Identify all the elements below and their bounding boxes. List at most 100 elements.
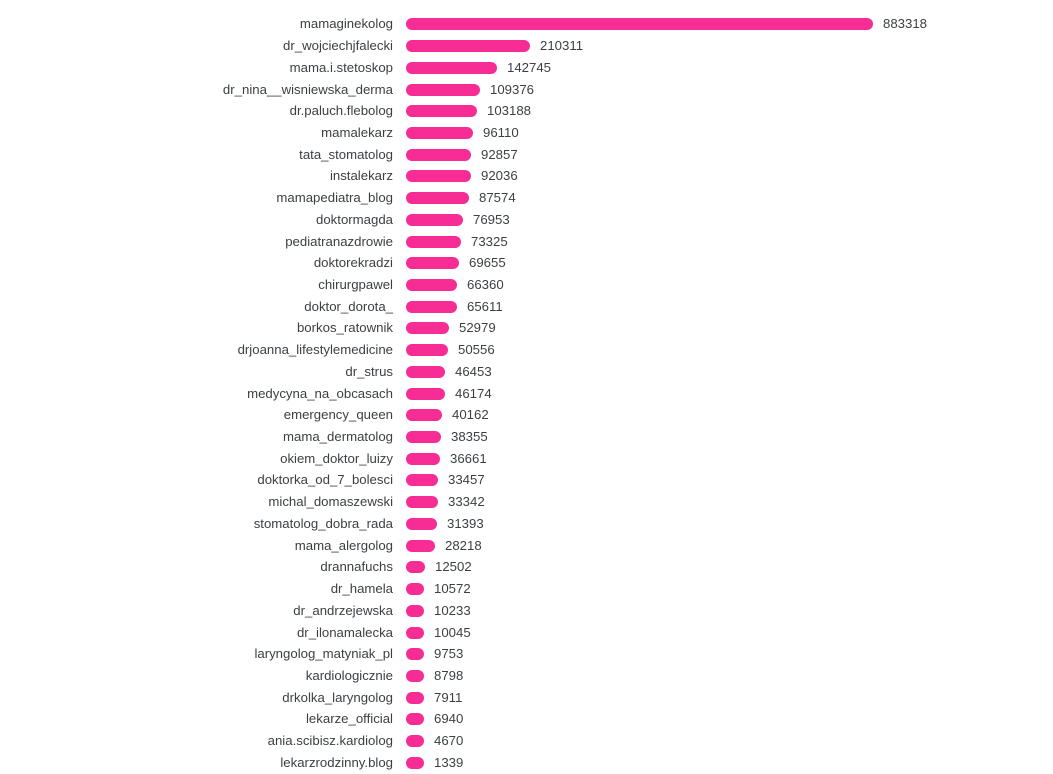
bar-fill (406, 322, 449, 335)
bar-category-label: michal_domaszewski (268, 494, 393, 510)
bar-track: 142745 (406, 57, 551, 79)
bar-fill (406, 300, 457, 313)
bar-fill (406, 344, 448, 357)
bar-category-label: instalekarz (329, 168, 393, 184)
bar-value-label: 69655 (469, 255, 506, 271)
bar-value-label: 76953 (473, 211, 510, 227)
bar-category-label: dr.paluch.flebolog (289, 103, 393, 119)
bar-track: 109376 (406, 79, 534, 101)
bar-value-label: 12502 (435, 559, 472, 575)
bar-fill (406, 235, 461, 248)
bar-fill (406, 735, 424, 748)
bar-value-label: 33342 (448, 494, 485, 510)
bar-category-label: doktorka_od_7_bolesci (257, 472, 393, 488)
bar-track: 10572 (406, 578, 471, 600)
bar-value-label: 65611 (467, 298, 503, 314)
bar-value-label: 46453 (455, 363, 492, 379)
bar-category-label: borkos_ratownik (296, 320, 393, 336)
bar-track: 10233 (406, 600, 471, 622)
bar-value-label: 103188 (487, 103, 532, 119)
bar-value-label: 50556 (458, 342, 495, 358)
bar-fill (406, 452, 440, 465)
bar-track: 7911 (406, 687, 462, 709)
bar-row: laryngolog_matyniak_pl 9753 (0, 643, 1053, 665)
bar-category-label: tata_stomatolog (299, 146, 393, 162)
bar-row: dr_nina__wisniewska_derma 109376 (0, 79, 1053, 101)
bar-track: 92036 (406, 166, 518, 188)
bar-fill (406, 365, 445, 378)
bar-category-label: dr_nina__wisniewska_derma (222, 81, 393, 97)
bar-category-label: dr_wojciechjfalecki (283, 38, 393, 54)
bar-category-label: mama_dermatolog (283, 429, 393, 445)
bar-track: 6940 (406, 709, 463, 731)
bar-category-label: dr_ilonamalecka (296, 624, 393, 640)
bar-fill (406, 713, 424, 726)
bar-value-label: 10233 (434, 602, 471, 618)
bar-fill (406, 561, 425, 574)
bar-fill (406, 40, 530, 53)
bar-fill (406, 626, 424, 639)
bar-value-label: 87574 (479, 190, 516, 206)
bar-value-label: 6940 (434, 711, 464, 727)
bar-category-label: mamapediatra_blog (276, 190, 393, 206)
bar-row: dr.paluch.flebolog 103188 (0, 100, 1053, 122)
bar-row: drkolka_laryngolog 7911 (0, 687, 1053, 709)
bar-track: 65611 (406, 296, 503, 318)
bar-fill (406, 170, 471, 183)
bar-category-label: lekarze_official (306, 711, 393, 727)
bar-value-label: 883318 (883, 16, 928, 32)
bar-fill (406, 474, 438, 487)
bar-category-label: drkolka_laryngolog (282, 689, 393, 705)
bar-row: mama.i.stetoskop 142745 (0, 57, 1053, 79)
bar-value-label: 28218 (445, 537, 482, 553)
bar-track: 92857 (406, 144, 518, 166)
bar-row: doktorekradzi 69655 (0, 252, 1053, 274)
bar-category-label: pediatranazdrowie (285, 233, 393, 249)
bar-value-label: 73325 (471, 233, 508, 249)
bar-category-label: mama.i.stetoskop (289, 59, 393, 75)
bar-row: dr_wojciechjfalecki 210311 (0, 35, 1053, 57)
bar-fill (406, 105, 477, 118)
bar-track: 31393 (406, 513, 484, 535)
bar-track: 28218 (406, 535, 482, 557)
bar-row: ania.scibisz.kardiolog 4670 (0, 730, 1053, 752)
bar-fill (406, 583, 424, 596)
bar-value-label: 33457 (448, 472, 485, 488)
bar-row: dr_andrzejewska 10233 (0, 600, 1053, 622)
bar-row: dr_strus 46453 (0, 361, 1053, 383)
bar-row: drjoanna_lifestylemedicine 50556 (0, 339, 1053, 361)
bar-row: medycyna_na_obcasach 46174 (0, 383, 1053, 405)
bar-category-label: ania.scibisz.kardiolog (267, 733, 393, 749)
bar-fill (406, 126, 473, 139)
bar-track: 210311 (406, 35, 583, 57)
bar-track: 46174 (406, 383, 492, 405)
bar-track: 9753 (406, 643, 463, 665)
bar-value-label: 36661 (450, 450, 487, 466)
bar-track: 4670 (406, 730, 463, 752)
bar-value-label: 1339 (434, 754, 464, 770)
bar-category-label: mamalekarz (321, 124, 393, 140)
bar-row: tata_stomatolog 92857 (0, 144, 1053, 166)
bar-value-label: 10045 (434, 624, 471, 640)
bar-row: stomatolog_dobra_rada 31393 (0, 513, 1053, 535)
bar-value-label: 96110 (483, 124, 519, 140)
bar-track: 1339 (406, 752, 463, 774)
bar-fill (406, 257, 459, 270)
bar-track: 103188 (406, 100, 531, 122)
bar-fill (406, 496, 438, 509)
bar-category-label: medycyna_na_obcasach (247, 385, 393, 401)
bar-category-label: doktormagda (316, 211, 393, 227)
bar-category-label: dr_hamela (330, 581, 393, 597)
bar-value-label: 109376 (490, 81, 535, 97)
bar-row: mama_dermatolog 38355 (0, 426, 1053, 448)
bar-track: 73325 (406, 231, 508, 253)
bar-track: 12502 (406, 557, 472, 579)
bar-row: mamaginekolog 883318 (0, 14, 1053, 36)
bar-track: 76953 (406, 209, 510, 231)
bar-category-label: mama_alergolog (294, 537, 393, 553)
bar-value-label: 38355 (451, 429, 488, 445)
bar-row: mama_alergolog 28218 (0, 535, 1053, 557)
bar-fill (406, 278, 457, 291)
bar-value-label: 7911 (434, 689, 463, 705)
